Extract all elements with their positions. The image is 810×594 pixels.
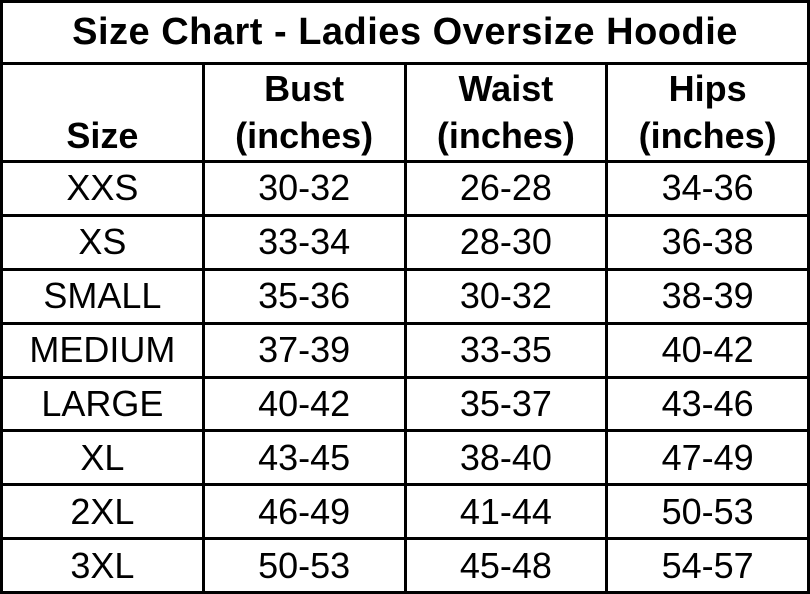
table-row: MEDIUM 37-39 33-35 40-42 (0, 321, 810, 379)
table-row: LARGE 40-42 35-37 43-46 (0, 375, 810, 433)
waist-cell: 38-40 (403, 429, 609, 487)
col-header-bust-unit: (inches) (235, 115, 374, 157)
bust-cell: 35-36 (201, 267, 407, 325)
size-cell: 3XL (0, 537, 205, 594)
hips-cell: 38-39 (605, 267, 810, 325)
col-header-size-label: Size (66, 115, 139, 157)
waist-cell: 33-35 (403, 321, 609, 379)
bust-cell: 46-49 (201, 483, 407, 541)
table-row: 3XL 50-53 45-48 54-57 (0, 537, 810, 594)
size-cell: SMALL (0, 267, 205, 325)
table-body: XXS 30-32 26-28 34-36 XS 33-34 28-30 36-… (0, 160, 810, 594)
col-header-waist: Waist (inches) (403, 62, 609, 163)
table-row: XS 33-34 28-30 36-38 (0, 213, 810, 271)
waist-cell: 41-44 (403, 483, 609, 541)
table-row: XL 43-45 38-40 47-49 (0, 429, 810, 487)
col-header-bust: Bust (inches) (201, 62, 407, 163)
hips-cell: 43-46 (605, 375, 810, 433)
col-header-bust-label: Bust (264, 68, 345, 110)
waist-cell: 30-32 (403, 267, 609, 325)
bust-cell: 30-32 (201, 160, 407, 217)
hips-cell: 50-53 (605, 483, 810, 541)
col-header-waist-label: Waist (458, 68, 554, 110)
table-row: XXS 30-32 26-28 34-36 (0, 160, 810, 217)
waist-cell: 26-28 (403, 160, 609, 217)
hips-cell: 36-38 (605, 213, 810, 271)
bust-cell: 50-53 (201, 537, 407, 594)
col-header-waist-unit: (inches) (436, 115, 575, 157)
size-cell: 2XL (0, 483, 205, 541)
hips-cell: 34-36 (605, 160, 810, 217)
bust-cell: 33-34 (201, 213, 407, 271)
size-cell: XXS (0, 160, 205, 217)
hips-cell: 54-57 (605, 537, 810, 594)
col-header-hips-unit: (inches) (638, 115, 777, 157)
col-header-size: Size (0, 62, 205, 163)
waist-cell: 35-37 (403, 375, 609, 433)
size-cell: XS (0, 213, 205, 271)
col-header-hips: Hips (inches) (605, 62, 810, 163)
hips-cell: 40-42 (605, 321, 810, 379)
size-cell: MEDIUM (0, 321, 205, 379)
size-cell: XL (0, 429, 205, 487)
table-row: SMALL 35-36 30-32 38-39 (0, 267, 810, 325)
col-header-hips-label: Hips (668, 68, 747, 110)
chart-title: Size Chart - Ladies Oversize Hoodie (0, 0, 810, 65)
header-row: Size Bust (inches) Waist (inches) Hips (… (0, 62, 810, 163)
bust-cell: 37-39 (201, 321, 407, 379)
waist-cell: 28-30 (403, 213, 609, 271)
table-row: 2XL 46-49 41-44 50-53 (0, 483, 810, 541)
title-row: Size Chart - Ladies Oversize Hoodie (0, 0, 810, 65)
bust-cell: 40-42 (201, 375, 407, 433)
bust-cell: 43-45 (201, 429, 407, 487)
hips-cell: 47-49 (605, 429, 810, 487)
waist-cell: 45-48 (403, 537, 609, 594)
size-cell: LARGE (0, 375, 205, 433)
